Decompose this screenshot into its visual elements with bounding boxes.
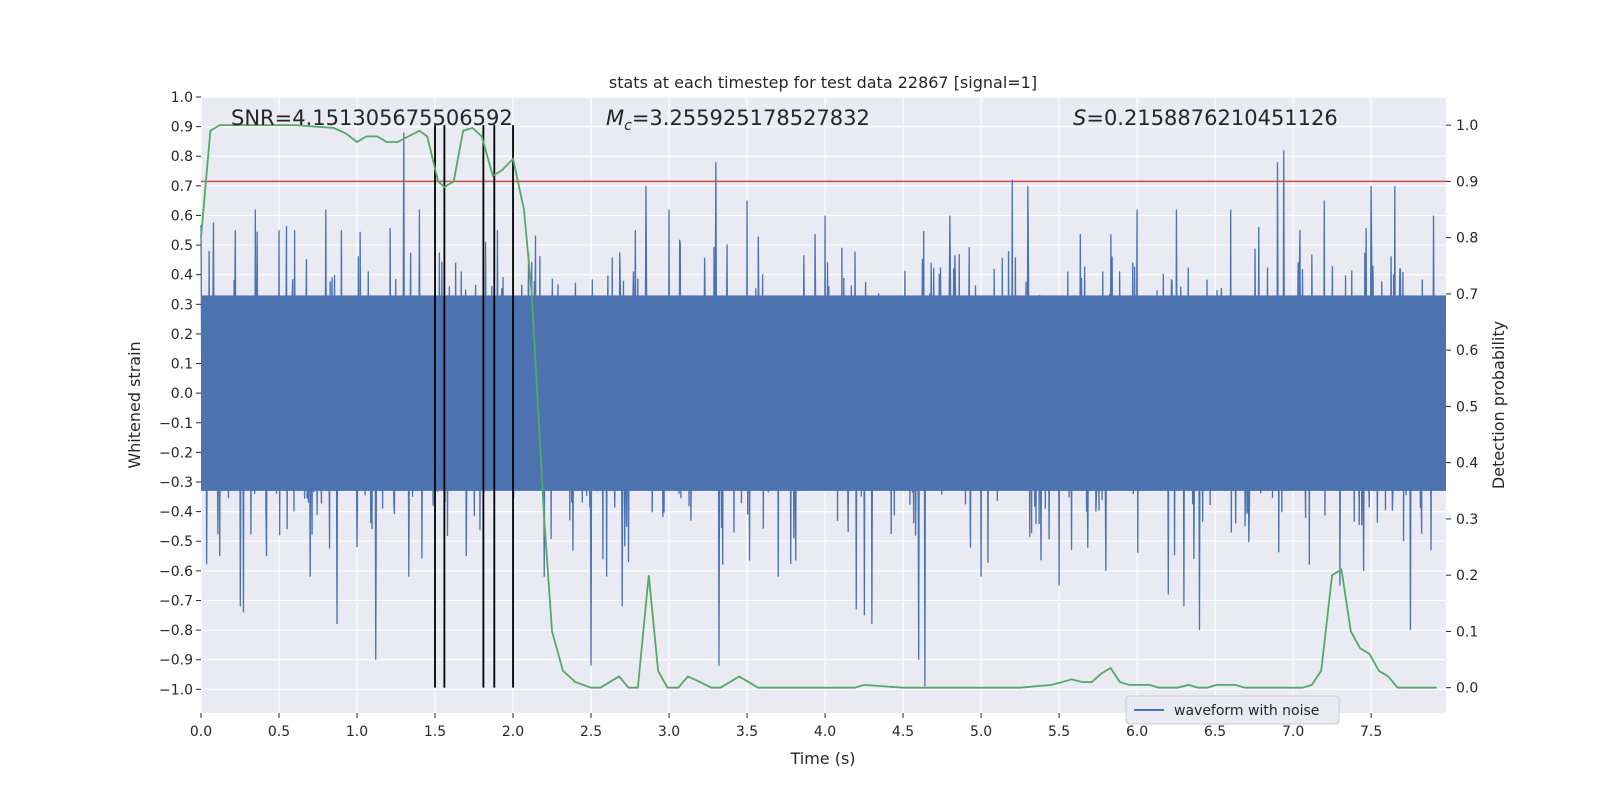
y-tick-label: −0.5 — [159, 534, 193, 550]
x-tick-label: 7.5 — [1360, 724, 1382, 740]
y-tick-label: −0.1 — [159, 416, 193, 432]
spin-symbol: S — [1073, 106, 1086, 130]
y2-tick-label: 1.0 — [1456, 118, 1478, 134]
y2-tick-label: 0.2 — [1456, 568, 1478, 584]
y2-tick-label: 0.9 — [1456, 174, 1478, 190]
x-tick-label: 7.0 — [1282, 724, 1304, 740]
x-tick-label: 3.0 — [658, 724, 680, 740]
y-tick-label: 0.4 — [171, 268, 193, 284]
x-axis-ticks: 0.0 0.5 1.0 1.5 2.0 2.5 3.0 3.5 4.0 4.5 5.0 5.5 6.0 6… — [190, 713, 1382, 740]
y-tick-label: −0.7 — [159, 593, 193, 609]
y2-tick-label: 0.5 — [1456, 399, 1478, 415]
chirp-mass-subscript: c — [624, 118, 632, 134]
x-tick-label: 2.0 — [502, 724, 524, 740]
chirp-mass-symbol: M — [606, 106, 624, 130]
spin-value: =0.2158876210451126 — [1086, 106, 1337, 130]
x-tick-label: 0.0 — [190, 724, 212, 740]
y2-tick-label: 0.8 — [1456, 231, 1478, 247]
y2-tick-label: 0.1 — [1456, 624, 1478, 640]
y-tick-label: 0.0 — [171, 386, 193, 402]
y2-tick-label: 0.0 — [1456, 681, 1478, 697]
waveform-series — [200, 132, 1447, 687]
x-tick-label: 5.5 — [1048, 724, 1070, 740]
y-tick-label: 0.7 — [171, 179, 193, 195]
legend: waveform with noise — [1125, 695, 1340, 725]
y-tick-label: −1.0 — [159, 682, 193, 698]
chirp-mass-value: =3.255925178527832 — [632, 106, 870, 130]
y2-tick-label: 0.3 — [1456, 512, 1478, 528]
y-tick-label: −0.3 — [159, 475, 193, 491]
y2-axis-ticks: 1.0 0.9 0.8 0.7 0.6 0.5 0.4 0.3 0.2 0.1 0.0 — [1446, 118, 1478, 697]
y-tick-label: −0.4 — [159, 505, 193, 521]
y-tick-label: 0.9 — [171, 120, 193, 136]
y-tick-label: 0.1 — [171, 357, 193, 373]
legend-box — [1125, 695, 1340, 725]
chart-title: stats at each timestep for test data 228… — [609, 73, 1037, 92]
detection-probability-line — [200, 124, 1437, 689]
x-tick-label: 6.0 — [1126, 724, 1148, 740]
y-axis-label: Whitened strain — [125, 341, 144, 468]
x-tick-label: 2.5 — [580, 724, 602, 740]
waveform-line — [200, 132, 1447, 687]
x-tick-label: 0.5 — [268, 724, 290, 740]
x-tick-label: 1.5 — [424, 724, 446, 740]
x-tick-label: 6.5 — [1204, 724, 1226, 740]
y-axis-ticks: 1.0 0.9 0.8 0.7 0.6 0.5 0.4 0.3 0.2 0.1 0.0 −0.1 −0.… — [159, 90, 201, 698]
y-tick-label: 0.6 — [171, 208, 193, 224]
y-tick-label: 0.5 — [171, 238, 193, 254]
x-tick-label: 5.0 — [970, 724, 992, 740]
y-tick-label: 0.3 — [171, 297, 193, 313]
spin-annotation: S=0.2158876210451126 — [1073, 106, 1338, 130]
x-tick-label: 1.0 — [346, 724, 368, 740]
legend-label: waveform with noise — [1174, 703, 1319, 719]
y-tick-label: 0.2 — [171, 327, 193, 343]
snr-annotation: SNR=4.151305675506592 — [231, 106, 513, 130]
y2-axis-label: Detection probability — [1489, 321, 1508, 489]
x-tick-label: 3.5 — [736, 724, 758, 740]
x-tick-label: 4.0 — [814, 724, 836, 740]
y-tick-label: −0.9 — [159, 653, 193, 669]
chirp-mass-annotation: Mc=3.255925178527832 — [606, 106, 870, 134]
y-tick-label: −0.8 — [159, 623, 193, 639]
y-tick-label: −0.6 — [159, 564, 193, 580]
y-tick-label: −0.2 — [159, 445, 193, 461]
y-tick-label: 0.8 — [171, 149, 193, 165]
y2-tick-label: 0.4 — [1456, 456, 1478, 472]
y2-tick-label: 0.6 — [1456, 343, 1478, 359]
y-tick-label: 1.0 — [171, 90, 193, 106]
x-axis-label: Time (s) — [789, 749, 855, 768]
y2-tick-label: 0.7 — [1456, 287, 1478, 303]
overlay-lines — [200, 124, 1446, 689]
x-tick-label: 4.5 — [892, 724, 914, 740]
